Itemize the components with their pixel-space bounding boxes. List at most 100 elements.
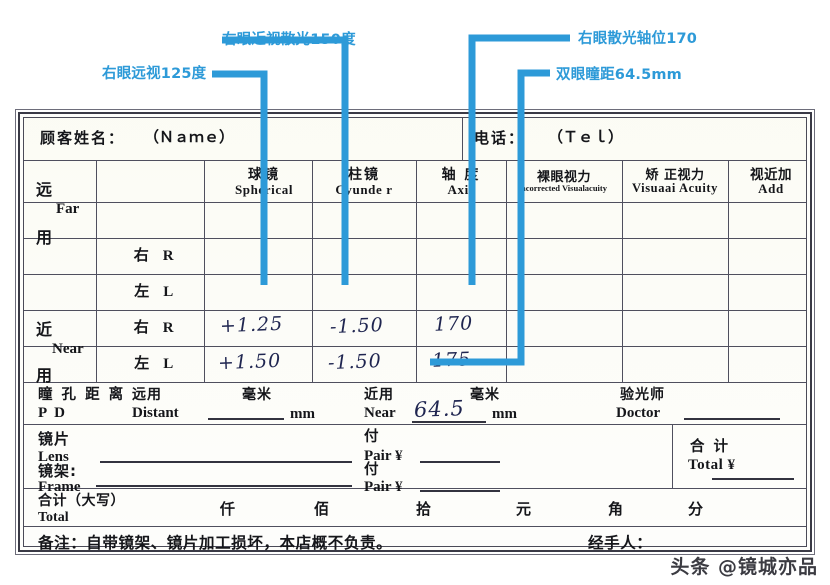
pd-near-en: Near [364, 405, 396, 421]
vline-total-box [672, 424, 673, 488]
doctor-label-en: Doctor [616, 405, 661, 421]
doctor-input-line[interactable] [684, 418, 780, 420]
hline-total-row [24, 526, 806, 527]
customer-name-label: 顾客姓名： [40, 129, 126, 147]
hline-price-row [24, 488, 806, 489]
hline-name-row [24, 160, 806, 161]
handler-label: 经手人： [588, 534, 653, 552]
total-unit-shi: 拾 [416, 500, 432, 518]
telephone-label: 电话： [474, 129, 526, 147]
vline-sph-col [312, 160, 313, 382]
column-header-spherical-cn: 球镜 [248, 166, 280, 183]
eye-far-left-en: L [163, 283, 174, 300]
eye-far-left-cn: 左 [134, 281, 152, 300]
hline-near-l [24, 382, 806, 383]
value-near-left-axis[interactable]: 175 [431, 348, 472, 372]
hline-col-header [24, 202, 806, 203]
value-near-right-spherical[interactable]: +1.25 [219, 312, 284, 338]
pd-near-mm-en: mm [492, 406, 517, 422]
group-far-cn-top: 远 [36, 180, 53, 199]
vline-eye-col [204, 160, 205, 382]
column-header-corrected-va: 矫 正视力 Visuaai Acuity [626, 162, 724, 202]
lens-price-input-line[interactable] [420, 461, 500, 463]
lens-label-cn: 镜片 [38, 430, 71, 448]
pd-near-cn: 近用 [364, 387, 394, 403]
column-header-uncorrected-va-en: ncorrected Visualacuity [520, 183, 607, 194]
total-capital-en: Total [38, 510, 69, 525]
column-header-axis: 轴 度 Axis [420, 162, 502, 202]
grand-total-input-line[interactable] [712, 478, 794, 480]
pd-distant-en: Distant [132, 405, 179, 421]
group-far-en: Far [56, 201, 80, 217]
column-header-corrected-va-cn: 矫 正视力 [645, 167, 705, 183]
hline-pd-row [24, 424, 806, 425]
group-far-cn-bot: 用 [36, 228, 53, 247]
value-near-left-spherical[interactable]: +1.50 [217, 349, 282, 375]
frame-price-input-line[interactable] [420, 490, 500, 492]
eye-far-right-en: R [162, 247, 175, 264]
pd-near-input-line[interactable] [412, 421, 486, 423]
vline-tel-sep [462, 118, 463, 160]
frame-pair-en: Pair ¥ [364, 479, 403, 495]
group-near-cn-bot: 用 [36, 366, 53, 385]
annotation-label-axis: 右眼散光轴位170 [578, 31, 698, 47]
column-header-cylinder-cn: 柱镜 [348, 166, 380, 183]
hline-far-l [24, 274, 806, 275]
grand-total-en: Total ¥ [688, 457, 736, 473]
value-near-right-axis[interactable]: 170 [433, 312, 474, 336]
group-near-cn-top: 近 [36, 320, 53, 339]
eye-far-right-cn: 右 [133, 245, 151, 264]
frame-input-line[interactable] [96, 485, 352, 487]
pd-distant-input-line[interactable] [208, 418, 284, 420]
optometry-prescription-form: 顾客姓名： （Ｎａｍｅ） 电话： （Ｔｅｌ） 球镜 Spherical 柱镜 C… [15, 109, 815, 555]
group-near-en: Near [52, 341, 84, 357]
column-header-uncorrected-va: 裸眼视力 ncorrected Visualacuity [510, 162, 618, 202]
grand-total-cn: 合 计 [690, 439, 731, 455]
doctor-label-cn: 验光师 [620, 387, 665, 403]
vline-ucva-col [622, 160, 623, 382]
total-unit-qian: 仟 [220, 500, 236, 518]
total-capital-cn: 合计（大写） [38, 493, 125, 509]
group-label-near: 近 Near 用 [24, 310, 96, 424]
vline-bcva-col [728, 160, 729, 382]
hline-near-top [24, 310, 806, 311]
value-pd-near[interactable]: 64.5 [413, 396, 466, 422]
pd-distant-cn: 远用 [132, 387, 162, 403]
total-unit-fen: 分 [688, 500, 704, 518]
group-label-far: 远 Far 用 [24, 160, 96, 274]
value-near-right-cylinder[interactable]: -1.50 [329, 313, 385, 339]
pd-label-cn: 瞳 孔 距 离 [38, 387, 126, 403]
column-header-add: 视近加 Add [732, 162, 810, 202]
eye-near-right-cn: 右 [133, 317, 151, 336]
lens-input-line[interactable] [100, 461, 352, 463]
vline-axis-col [506, 160, 507, 382]
total-unit-jiao: 角 [608, 500, 624, 518]
lens-pair-cn: 付 [364, 429, 379, 445]
pd-distant-mm-cn: 毫米 [242, 387, 272, 403]
vline-group-col [96, 160, 97, 382]
hline-far-r [24, 238, 806, 239]
column-header-cylinder-en: Cyunde r [335, 181, 393, 197]
column-header-axis-en: Axis [447, 181, 475, 197]
column-header-uncorrected-va-cn: 裸眼视力 [536, 169, 591, 185]
column-header-corrected-va-en: Visuaai Acuity [631, 181, 719, 196]
customer-name-en: （Ｎａｍｅ） [144, 130, 235, 146]
frame-label-cn: 镜架: [38, 462, 77, 480]
column-header-spherical: 球镜 Spherical [216, 162, 312, 202]
form-inner-border: 顾客姓名： （Ｎａｍｅ） 电话： （Ｔｅｌ） 球镜 Spherical 柱镜 C… [23, 117, 810, 551]
eye-near-right-en: R [162, 319, 175, 336]
column-header-cylinder: 柱镜 Cyunde r [316, 162, 412, 202]
total-unit-yuan: 元 [516, 500, 532, 518]
hline-near-r [24, 346, 806, 347]
pd-distant-mm-en: mm [290, 406, 315, 422]
eye-near-left-cn: 左 [134, 353, 152, 372]
frame-label-en: Frame [38, 479, 81, 495]
pd-label-en: P D [38, 405, 67, 421]
column-header-spherical-en: Spherical [234, 181, 294, 197]
frame-pair-cn: 付 [364, 462, 379, 478]
value-near-left-cylinder[interactable]: -1.50 [327, 349, 383, 375]
